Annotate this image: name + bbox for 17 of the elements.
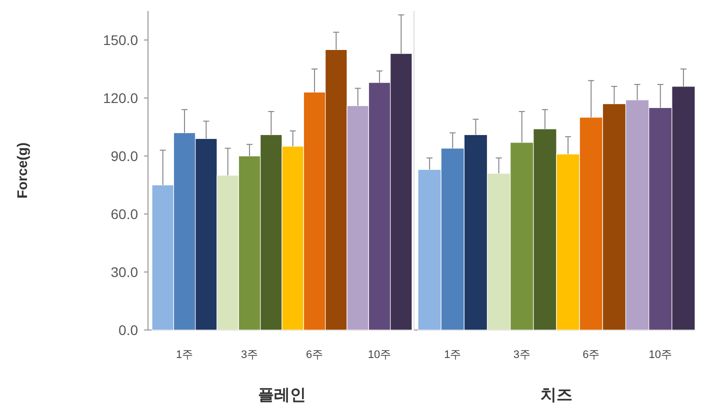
x-tick-label: 1주 [444, 349, 462, 361]
x-tick-label: 10주 [648, 349, 672, 361]
x-axis-title: 치즈 [540, 387, 572, 404]
x-tick-label: 10주 [368, 349, 392, 361]
y-tick-label: 0.0 [118, 322, 138, 338]
y-tick-label: 90.0 [110, 148, 138, 164]
y-tick-label: 30.0 [110, 264, 138, 280]
x-tick-label: 3주 [513, 349, 530, 361]
x-tick-label: 6주 [306, 349, 324, 361]
y-tick-label: 120.0 [102, 90, 138, 106]
x-tick-label: 6주 [582, 349, 600, 361]
y-tick-label: 60.0 [110, 206, 138, 222]
x-axis-title: 플레인 [258, 387, 306, 404]
x-tick-label: 1주 [176, 349, 194, 361]
x-tick-label: 3주 [240, 349, 258, 361]
y-axis-title: Force(g) [14, 142, 30, 198]
y-tick-label: 150.0 [102, 32, 138, 48]
